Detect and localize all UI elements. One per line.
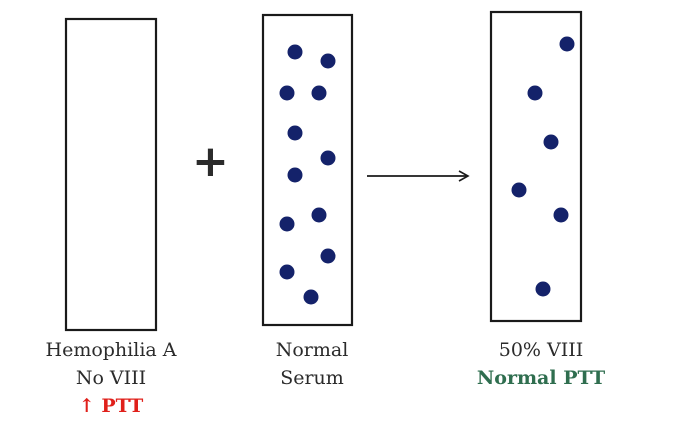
factor-viii-dot — [535, 281, 551, 297]
factor-viii-dot — [279, 264, 295, 280]
plus-operator: + — [192, 136, 229, 187]
normal-serum-caption: Normal Serum — [232, 336, 392, 392]
factor-viii-dot — [543, 134, 559, 150]
normal-serum-tube — [261, 13, 354, 327]
factor-viii-dot — [311, 207, 327, 223]
normal-label: Normal — [275, 339, 349, 361]
factor-viii-dot — [553, 207, 569, 223]
mixed-tube — [489, 10, 583, 323]
normal-ptt-label: Normal PTT — [476, 367, 606, 389]
serum-label: Serum — [280, 367, 344, 389]
increased-ptt-label: ↑ PTT — [78, 395, 144, 417]
factor-viii-dot — [303, 289, 319, 305]
factor-viii-dot — [287, 167, 303, 183]
factor-viii-dot — [559, 36, 575, 52]
factor-viii-dots-normal — [279, 44, 336, 305]
fifty-percent-viii-label: 50% VIII — [498, 339, 584, 361]
factor-viii-dot — [320, 53, 336, 69]
factor-viii-dot — [279, 85, 295, 101]
factor-viii-dot — [279, 216, 295, 232]
hemophilia-tube — [64, 17, 158, 332]
hemophilia-caption: Hemophilia A No VIII ↑ PTT — [26, 336, 196, 420]
factor-viii-dot — [511, 182, 527, 198]
no-viii-label: No VIII — [75, 367, 147, 389]
factor-viii-dots-mixed — [511, 36, 575, 297]
hemophilia-label: Hemophilia A — [45, 339, 177, 361]
mixed-caption: 50% VIII Normal PTT — [456, 336, 626, 392]
factor-viii-dot — [311, 85, 327, 101]
factor-viii-dot — [287, 125, 303, 141]
factor-viii-dot — [320, 248, 336, 264]
factor-viii-dot — [527, 85, 543, 101]
factor-viii-dot — [287, 44, 303, 60]
factor-viii-dot — [320, 150, 336, 166]
